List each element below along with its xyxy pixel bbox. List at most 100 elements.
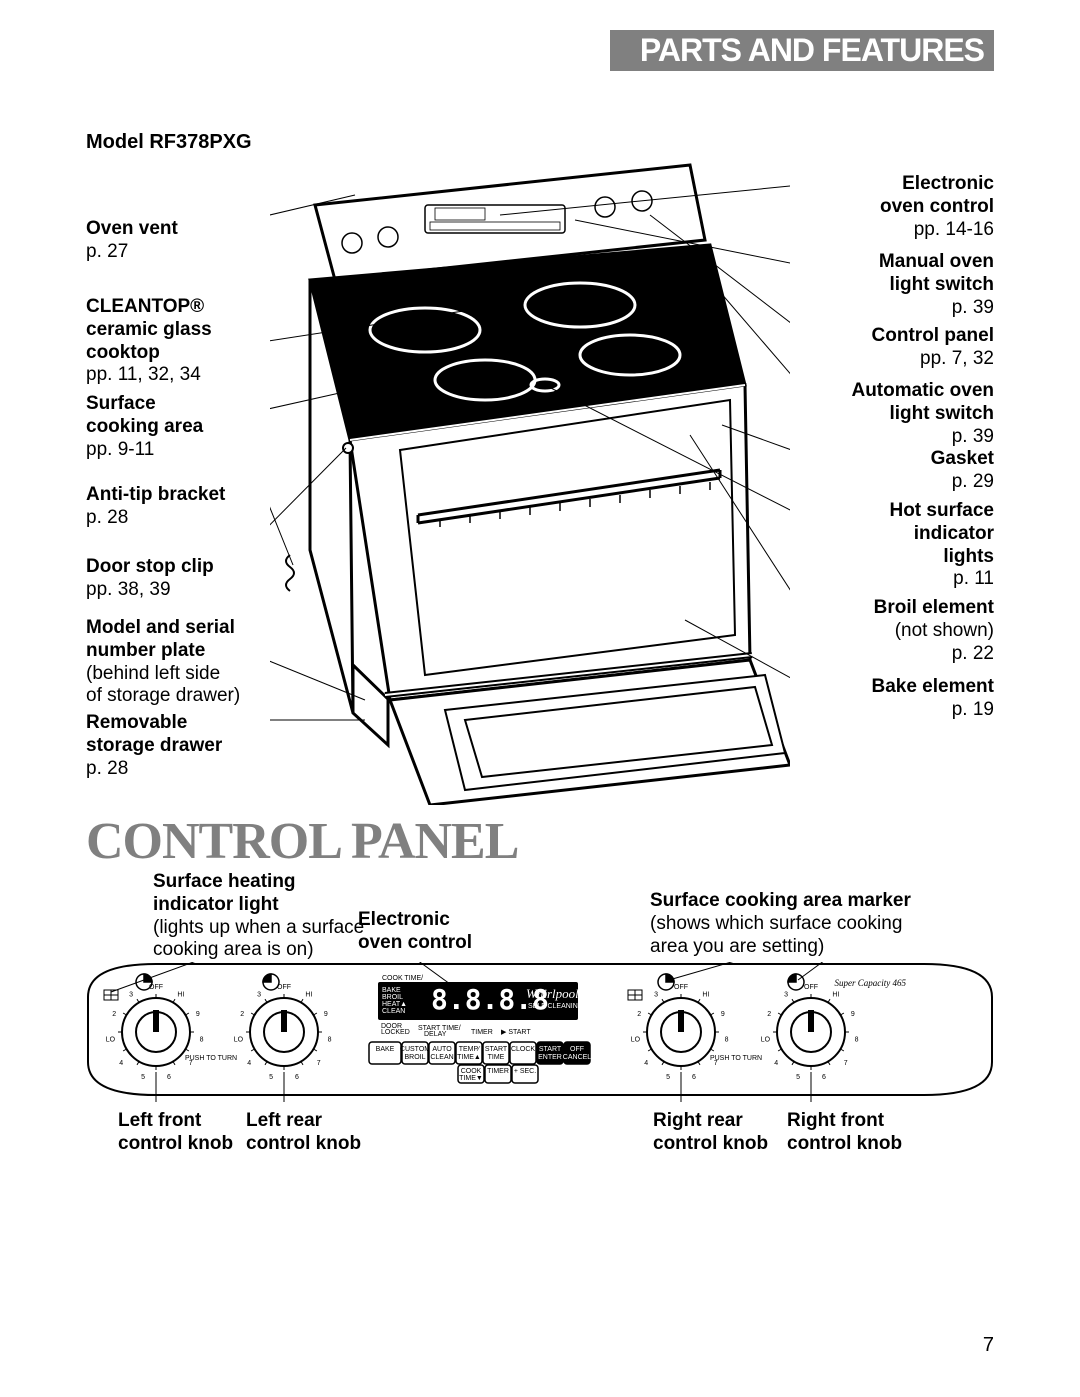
svg-text:OFF: OFF <box>804 984 818 991</box>
svg-text:3: 3 <box>784 991 788 998</box>
cp-bottom-label-2: Right rearcontrol knob <box>653 1110 768 1156</box>
svg-text:LOCKED: LOCKED <box>381 1029 410 1036</box>
page-number: 7 <box>983 1334 994 1357</box>
svg-text:6: 6 <box>822 1074 826 1081</box>
svg-text:OFF: OFF <box>570 1046 584 1053</box>
right-label-5: Hot surfaceindicatorlightsp. 11 <box>774 500 994 591</box>
right-label-2: Control panelpp. 7, 32 <box>774 325 994 371</box>
svg-text:TIME▲: TIME▲ <box>457 1054 481 1061</box>
svg-text:CLOCK: CLOCK <box>511 1046 535 1053</box>
svg-text:2: 2 <box>240 1011 244 1018</box>
cp-top-label-1: Electronicoven control <box>358 909 472 955</box>
svg-text:HI: HI <box>305 991 312 998</box>
control-panel-diagram: OFFHI987654LO23OFFHI987654LO23OFFHI98765… <box>86 962 994 1102</box>
right-label-3: Automatic ovenlight switchp. 39 <box>774 380 994 448</box>
svg-text:COOK TIME/: COOK TIME/ <box>382 975 423 982</box>
svg-text:CUSTOM: CUSTOM <box>400 1046 430 1053</box>
svg-text:5: 5 <box>796 1074 800 1081</box>
control-panel-heading: CONTROL PANEL <box>86 812 518 871</box>
svg-text:HEAT▲: HEAT▲ <box>382 1001 407 1008</box>
svg-text:6: 6 <box>295 1074 299 1081</box>
svg-text:2: 2 <box>767 1011 771 1018</box>
svg-text:4: 4 <box>247 1060 251 1067</box>
svg-text:LO: LO <box>234 1037 244 1044</box>
cp-bottom-label-0: Left frontcontrol knob <box>118 1110 233 1156</box>
svg-text:9: 9 <box>851 1011 855 1018</box>
svg-text:LO: LO <box>106 1037 116 1044</box>
cp-top-label-0: Surface heatingindicator light(lights up… <box>153 871 364 962</box>
right-label-0: Electronicoven controlpp. 14-16 <box>774 173 994 241</box>
svg-text:BROIL: BROIL <box>404 1054 425 1061</box>
right-label-6: Broil element(not shown)p. 22 <box>774 597 994 665</box>
svg-text:TEMP⁄: TEMP⁄ <box>459 1046 481 1053</box>
svg-text:SELF CLEANING OVEN: SELF CLEANING OVEN <box>528 1003 605 1010</box>
section-header: PARTS AND FEATURES <box>610 30 994 71</box>
svg-text:4: 4 <box>119 1060 123 1067</box>
svg-text:9: 9 <box>324 1011 328 1018</box>
svg-text:OFF: OFF <box>674 984 688 991</box>
model-number: Model RF378PXG <box>86 131 252 154</box>
svg-text:LO: LO <box>761 1037 771 1044</box>
svg-text:BAKE: BAKE <box>376 1046 395 1053</box>
svg-text:2: 2 <box>637 1011 641 1018</box>
svg-text:9: 9 <box>721 1011 725 1018</box>
svg-text:CLEAN: CLEAN <box>430 1054 453 1061</box>
svg-text:CLEAN: CLEAN <box>382 1008 405 1015</box>
left-label-3: Anti-tip bracketp. 28 <box>86 484 296 530</box>
svg-text:5: 5 <box>141 1074 145 1081</box>
svg-text:3: 3 <box>654 991 658 998</box>
svg-text:▶ START: ▶ START <box>501 1029 531 1036</box>
svg-text:3: 3 <box>257 991 261 998</box>
svg-text:4: 4 <box>644 1060 648 1067</box>
svg-text:8: 8 <box>855 1037 859 1044</box>
svg-text:HI: HI <box>702 991 709 998</box>
svg-text:BAKE: BAKE <box>382 987 401 994</box>
svg-text:9: 9 <box>196 1011 200 1018</box>
svg-text:+ SEC.: + SEC. <box>514 1068 536 1075</box>
left-label-4: Door stop clippp. 38, 39 <box>86 556 296 602</box>
svg-text:CANCEL: CANCEL <box>563 1054 592 1061</box>
range-diagram <box>270 145 790 805</box>
svg-text:8: 8 <box>725 1037 729 1044</box>
svg-text:6: 6 <box>692 1074 696 1081</box>
svg-text:7: 7 <box>844 1060 848 1067</box>
svg-text:5: 5 <box>269 1074 273 1081</box>
svg-text:COOK: COOK <box>461 1068 482 1075</box>
cp-top-label-2: Surface cooking area marker(shows which … <box>650 890 911 958</box>
cp-bottom-label-1: Left rearcontrol knob <box>246 1110 361 1156</box>
svg-text:START: START <box>485 1046 508 1053</box>
svg-text:ENTER: ENTER <box>538 1054 562 1061</box>
svg-text:Whirlpool: Whirlpool <box>526 986 579 1001</box>
svg-text:TIMER: TIMER <box>487 1068 509 1075</box>
left-label-5: Model and serialnumber plate(behind left… <box>86 617 296 708</box>
svg-text:Super Capacity 465: Super Capacity 465 <box>835 978 907 988</box>
svg-text:7: 7 <box>317 1060 321 1067</box>
svg-text:LO: LO <box>631 1037 641 1044</box>
svg-text:AUTO: AUTO <box>432 1046 452 1053</box>
left-label-0: Oven ventp. 27 <box>86 218 296 264</box>
right-label-1: Manual ovenlight switchp. 39 <box>774 251 994 319</box>
svg-text:BROIL: BROIL <box>382 994 403 1001</box>
svg-text:8: 8 <box>200 1037 204 1044</box>
svg-text:PUSH TO TURN: PUSH TO TURN <box>185 1055 237 1062</box>
svg-text:TIME: TIME <box>488 1054 505 1061</box>
svg-text:2: 2 <box>112 1011 116 1018</box>
svg-text:PUSH TO TURN: PUSH TO TURN <box>710 1055 762 1062</box>
svg-text:4: 4 <box>774 1060 778 1067</box>
left-label-6: Removablestorage drawerp. 28 <box>86 712 296 780</box>
svg-text:5: 5 <box>666 1074 670 1081</box>
svg-text:TIMER: TIMER <box>471 1029 493 1036</box>
svg-text:8: 8 <box>328 1037 332 1044</box>
svg-text:3: 3 <box>129 991 133 998</box>
svg-text:HI: HI <box>177 991 184 998</box>
svg-text:TIME▼: TIME▼ <box>459 1075 483 1082</box>
svg-text:START: START <box>539 1046 562 1053</box>
left-label-1: CLEANTOP®ceramic glasscooktoppp. 11, 32,… <box>86 296 296 387</box>
svg-text:HI: HI <box>832 991 839 998</box>
right-label-4: Gasketp. 29 <box>774 448 994 494</box>
left-label-2: Surfacecooking areapp. 9-11 <box>86 393 296 461</box>
right-label-7: Bake elementp. 19 <box>774 676 994 722</box>
svg-text:DELAY: DELAY <box>424 1031 447 1038</box>
cp-bottom-label-3: Right frontcontrol knob <box>787 1110 902 1156</box>
svg-text:6: 6 <box>167 1074 171 1081</box>
